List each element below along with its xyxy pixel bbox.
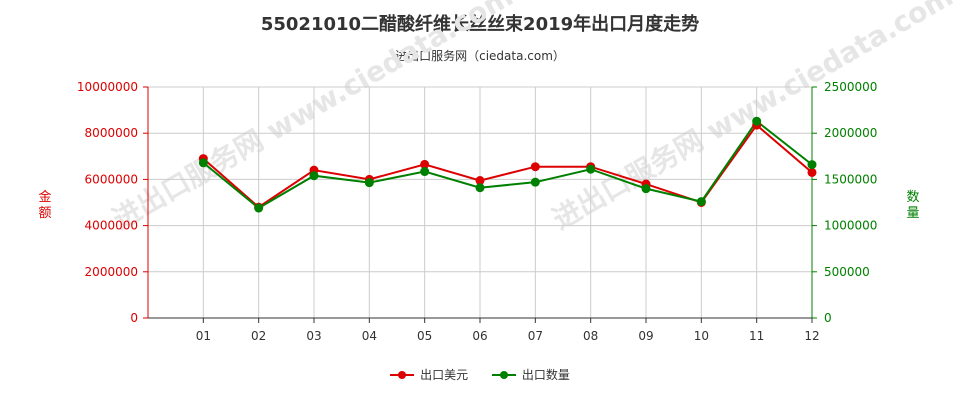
y-right-tick-label-1: 500000 [824, 265, 870, 279]
x-tick-label-8: 09 [638, 329, 653, 343]
watermark-layer: 进出口服务网 www.ciedata.com 进出口服务网 www.ciedata… [107, 0, 959, 236]
legend-label-quantity: 出口数量 [521, 368, 570, 382]
x-tick-label-10: 11 [749, 329, 764, 343]
y-right-tick-label-0: 0 [824, 311, 832, 325]
legend: 出口美元 出口数量 [0, 366, 960, 383]
y-left-tick-label-5: 10000000 [77, 80, 138, 94]
watermark-text-0: 进出口服务网 www.ciedata.com [107, 0, 519, 236]
data-point-quantity-12 [807, 160, 817, 170]
x-tick-label-4: 05 [417, 329, 432, 343]
y-axis-right-label: 数量 [906, 190, 920, 221]
y-right-tick-label-4: 2000000 [824, 126, 877, 140]
data-point-quantity-05 [420, 167, 430, 177]
x-tick-label-3: 04 [362, 329, 377, 343]
y-left-tick-label-1: 2000000 [85, 265, 138, 279]
data-point-quantity-10 [696, 197, 706, 207]
data-point-quantity-07 [530, 177, 540, 187]
legend-swatch-quantity [491, 370, 516, 380]
data-point-quantity-01 [198, 158, 208, 168]
legend-item-quantity[interactable]: 出口数量 [491, 366, 570, 383]
data-point-quantity-09 [641, 184, 651, 194]
x-tick-label-6: 07 [528, 329, 543, 343]
chart-subtitle: 进出口服务网（ciedata.com） [395, 49, 565, 63]
y-right-tick-label-2: 1000000 [824, 219, 877, 233]
series-lines [202, 119, 813, 210]
y-right-tick-label-3: 1500000 [824, 172, 877, 186]
data-point-usd-06 [475, 176, 485, 186]
data-point-quantity-08 [586, 164, 596, 174]
x-tick-label-2: 03 [306, 329, 321, 343]
x-tick-label-9: 10 [694, 329, 709, 343]
axes: 0200000040000006000000800000010000000050… [77, 80, 878, 343]
series-points [198, 116, 817, 213]
data-point-quantity-06 [475, 183, 485, 193]
data-point-usd-07 [530, 162, 540, 172]
legend-swatch-usd [390, 370, 415, 380]
data-point-usd-05 [420, 159, 430, 169]
chart-title: 55021010二醋酸纤维长丝丝束2019年出口月度走势 [260, 14, 700, 35]
x-tick-label-7: 08 [583, 329, 598, 343]
series-line-quantity [202, 119, 813, 210]
x-tick-label-1: 02 [251, 329, 266, 343]
x-tick-label-0: 01 [196, 329, 211, 343]
legend-label-usd: 出口美元 [420, 368, 469, 382]
watermark-text-1: 进出口服务网 www.ciedata.com [547, 0, 959, 236]
x-tick-label-11: 12 [804, 329, 819, 343]
data-point-quantity-02 [254, 203, 264, 213]
y-right-tick-label-5: 2500000 [824, 80, 877, 94]
y-left-tick-label-3: 6000000 [85, 172, 138, 186]
data-point-quantity-11 [752, 116, 762, 126]
legend-item-usd[interactable]: 出口美元 [390, 366, 468, 383]
x-tick-label-5: 06 [472, 329, 487, 343]
y-axis-left-label: 金额 [38, 190, 52, 221]
y-left-tick-label-4: 8000000 [85, 126, 138, 140]
data-point-quantity-04 [364, 178, 374, 188]
y-left-tick-label-0: 0 [130, 311, 138, 325]
data-point-quantity-03 [309, 171, 319, 181]
y-left-tick-label-2: 4000000 [85, 219, 138, 233]
data-point-usd-12 [807, 167, 817, 177]
